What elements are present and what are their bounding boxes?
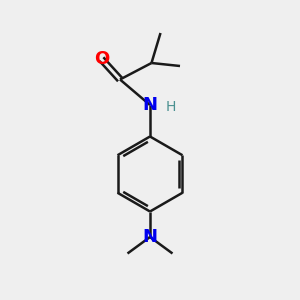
Text: N: N [142, 228, 158, 246]
Text: O: O [94, 50, 109, 68]
Text: N: N [142, 96, 158, 114]
Text: H: H [166, 100, 176, 114]
